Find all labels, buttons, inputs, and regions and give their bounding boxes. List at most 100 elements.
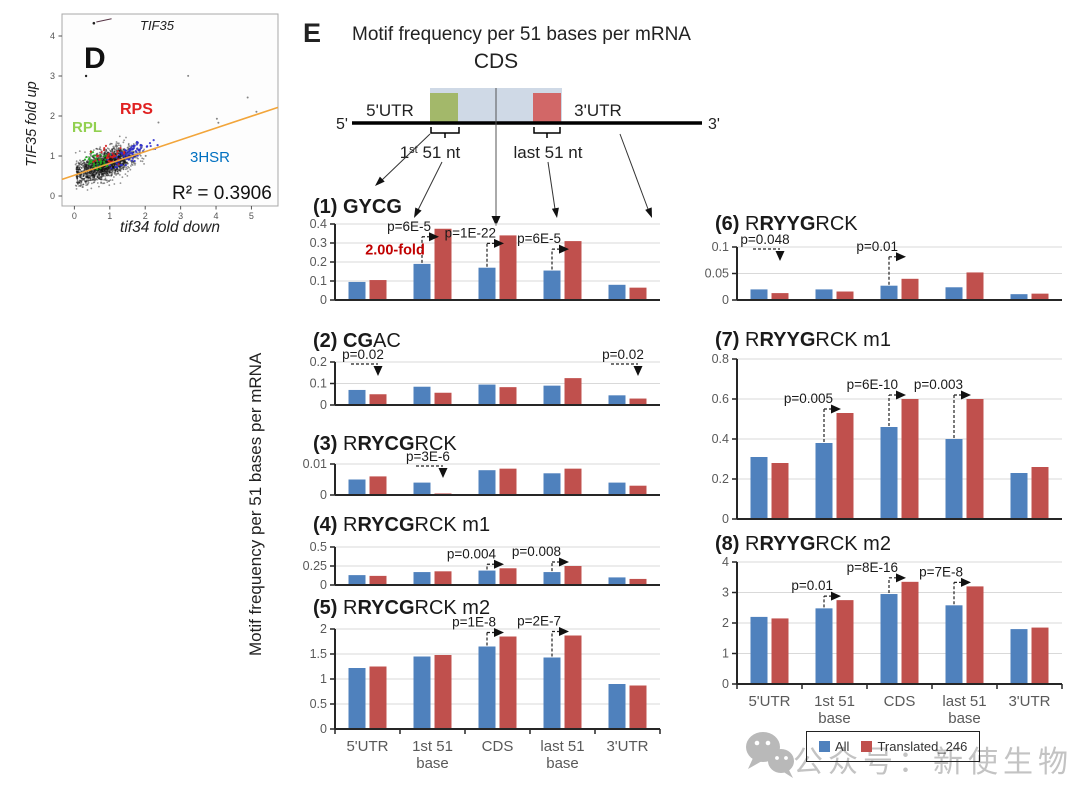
bar-translated-2	[901, 581, 919, 684]
panel-e-label: E	[303, 18, 322, 48]
scatter-svg: 0 1 2 3 4 5 0 1 2 3 4 TIF35 D RPL RPS 3HSR R² = 0.3906 TI…	[24, 13, 279, 236]
svg-text:p=0.048: p=0.048	[740, 232, 789, 247]
bar-translated-3	[564, 566, 582, 585]
bar-all-4	[608, 577, 626, 585]
scatter-x-axis-label: tif34 fold down	[120, 219, 220, 236]
chart-title: (8) RRYYGRCK m2	[715, 533, 891, 555]
bar-all-4	[608, 482, 626, 495]
svg-text:p=7E-8: p=7E-8	[919, 564, 963, 579]
last51-box	[533, 93, 561, 124]
svg-text:base: base	[546, 755, 579, 772]
svg-text:p=6E-5: p=6E-5	[517, 231, 561, 246]
chart-6-rryygrck: (6) RRYYGRCK 0 0.05 0.1 p=0.048 p=0.01	[692, 213, 1074, 310]
bar-all-0	[348, 668, 366, 729]
svg-text:0.01: 0.01	[303, 457, 327, 471]
svg-text:3'UTR: 3'UTR	[1008, 693, 1050, 710]
bar-all-1	[413, 263, 431, 300]
svg-text:5: 5	[249, 211, 254, 221]
legend-swatch-translated	[861, 741, 873, 752]
bar-all-1	[815, 443, 833, 519]
bar-all-1	[413, 482, 431, 495]
chart-3-rrycgrck: (3) RRYCGRCK 0 0.01 p=3E-6	[290, 433, 672, 505]
bar-translated-4	[629, 578, 647, 585]
svg-text:3'UTR: 3'UTR	[606, 738, 648, 755]
svg-text:p=0.01: p=0.01	[791, 578, 833, 593]
svg-text:0.2: 0.2	[310, 355, 327, 369]
bar-chart-svg: 0 0.25 0.5 p=0.004 p=0.008	[303, 540, 660, 592]
svg-text:1: 1	[107, 211, 112, 221]
bar-all-0	[750, 616, 768, 684]
chart-title: (5) RRYCGRCK m2	[313, 597, 491, 619]
chart-4-rrycgrck-m1: (4) RRYCGRCK m1 0 0.25 0.5 p=0.004 p=0.008	[290, 514, 672, 595]
3hsr-label: 3HSR	[190, 149, 230, 166]
bar-all-0	[348, 281, 366, 300]
svg-text:p=6E-5: p=6E-5	[387, 219, 431, 234]
bar-all-2	[478, 646, 496, 729]
bar-all-0	[348, 479, 366, 495]
svg-text:0: 0	[320, 488, 327, 502]
bar-translated-2	[499, 235, 517, 300]
bar-all-1	[413, 572, 431, 585]
watermark-text: 公众号：新使生物	[793, 746, 1073, 779]
svg-text:p=0.008: p=0.008	[512, 544, 561, 559]
bar-all-4	[608, 684, 626, 729]
svg-text:CDS: CDS	[884, 693, 916, 710]
svg-text:2: 2	[50, 111, 55, 121]
svg-text:0.1: 0.1	[310, 377, 327, 391]
svg-text:0.5: 0.5	[310, 540, 327, 554]
bar-translated-2	[901, 278, 919, 300]
svg-text:p=8E-16: p=8E-16	[847, 560, 898, 575]
bar-translated-1	[434, 392, 452, 405]
bar-all-3	[945, 287, 963, 300]
bar-all-4	[1010, 629, 1028, 684]
bar-all-2	[880, 594, 898, 684]
svg-text:0: 0	[722, 512, 729, 526]
bar-translated-0	[369, 476, 387, 495]
bar-all-2	[478, 384, 496, 405]
five-prime-label: 5'	[336, 116, 348, 133]
bar-all-3	[543, 385, 561, 405]
svg-text:last 51: last 51	[942, 693, 986, 710]
bar-translated-0	[369, 394, 387, 405]
bar-all-4	[608, 284, 626, 300]
svg-text:1.5: 1.5	[310, 647, 327, 661]
bar-all-2	[478, 470, 496, 495]
bar-translated-1	[434, 655, 452, 729]
svg-text:0: 0	[320, 398, 327, 412]
svg-text:3: 3	[178, 211, 183, 221]
bar-all-0	[750, 289, 768, 300]
bar-chart-svg: 0 0.1 0.2 p=0.02 p=0.02	[310, 347, 660, 412]
svg-text:1st 51: 1st 51	[814, 693, 855, 710]
legend-item-all: All	[819, 739, 849, 754]
legend-label-translated: Translated_246	[877, 739, 968, 754]
bar-translated-3	[966, 586, 984, 684]
svg-text:0.1: 0.1	[712, 240, 729, 254]
bar-all-3	[543, 572, 561, 585]
svg-text:1: 1	[320, 672, 327, 686]
bar-all-3	[945, 439, 963, 519]
bar-all-1	[413, 386, 431, 405]
bar-translated-0	[369, 666, 387, 729]
bar-all-3	[543, 473, 561, 495]
arrow-last51	[547, 161, 556, 210]
svg-text:3: 3	[722, 586, 729, 600]
bar-translated-0	[771, 293, 789, 300]
bar-all-4	[1010, 294, 1028, 300]
svg-text:p=0.02: p=0.02	[342, 347, 384, 362]
bar-translated-3	[564, 468, 582, 495]
rpl-label: RPL	[72, 119, 102, 136]
bar-all-0	[348, 575, 366, 585]
chart-7-rryygrck-m1: (7) RRYYGRCK m1 0 0.2 0.4 0.6 0.8 p=0.005 p=6E-…	[692, 329, 1074, 529]
bar-translated-0	[771, 618, 789, 684]
svg-text:p=6E-10: p=6E-10	[847, 377, 898, 392]
bar-all-0	[750, 457, 768, 519]
bar-all-4	[1010, 473, 1028, 519]
chart-title: (3) RRYCGRCK	[313, 433, 457, 455]
arrow-first51	[417, 161, 443, 211]
svg-text:0.4: 0.4	[310, 217, 327, 231]
svg-text:5'UTR: 5'UTR	[346, 738, 388, 755]
first51-label: 1st 51 nt	[400, 143, 461, 162]
svg-text:p=0.004: p=0.004	[447, 546, 497, 561]
